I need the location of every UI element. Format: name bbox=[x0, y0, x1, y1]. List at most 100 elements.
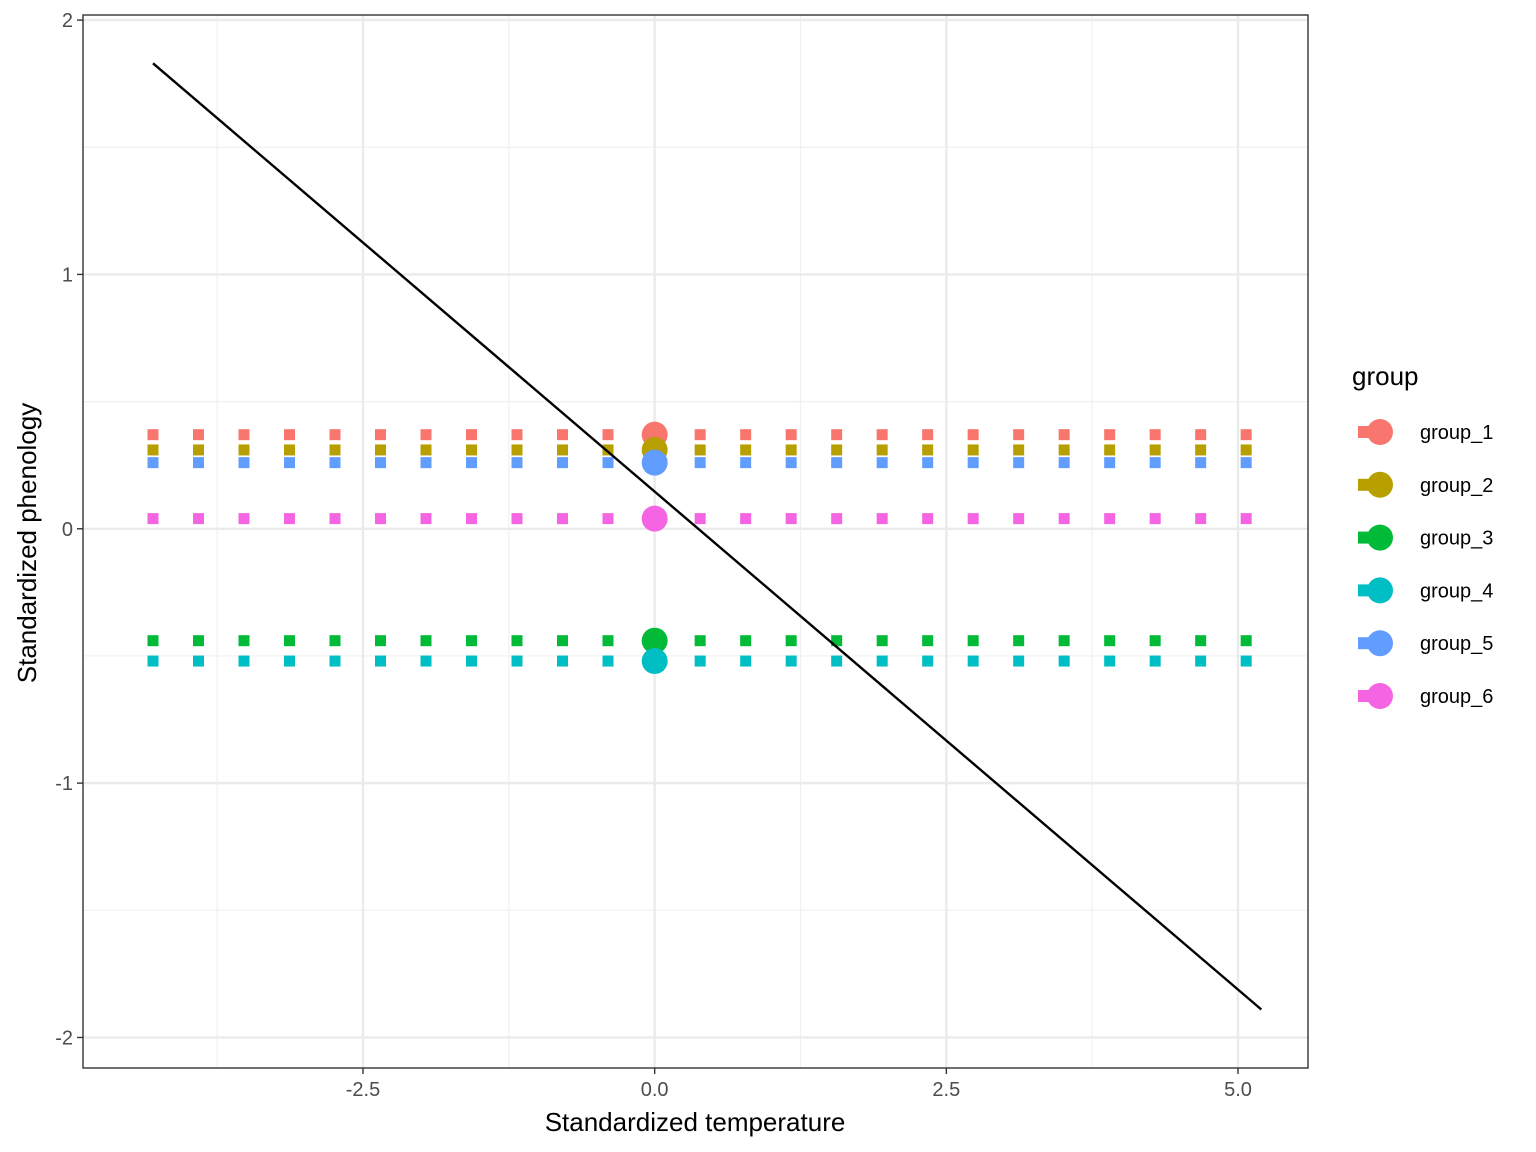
data-point-group_1 bbox=[147, 429, 159, 441]
data-point-group_2 bbox=[1195, 444, 1207, 456]
data-point-group_6 bbox=[1195, 513, 1207, 525]
data-point-group_2 bbox=[375, 444, 386, 456]
data-point-group_3 bbox=[147, 635, 159, 647]
data-point-group_4 bbox=[557, 655, 568, 667]
data-point-group_2 bbox=[922, 444, 934, 456]
data-point-group_5 bbox=[147, 457, 159, 469]
series-group_3 bbox=[147, 635, 1252, 647]
group-center-group_4 bbox=[641, 648, 668, 675]
x-tick-label: 2.5 bbox=[932, 1079, 960, 1101]
data-point-group_1 bbox=[602, 429, 614, 441]
data-point-group_3 bbox=[785, 635, 797, 647]
data-point-group_4 bbox=[922, 655, 934, 667]
legend-item-group_6: group_6 bbox=[1358, 683, 1493, 709]
data-point-group_5 bbox=[831, 457, 843, 469]
data-point-group_1 bbox=[694, 429, 706, 441]
data-point-group_4 bbox=[602, 655, 614, 667]
data-point-group_6 bbox=[602, 513, 614, 525]
data-point-group_2 bbox=[284, 444, 295, 456]
panel-background bbox=[83, 15, 1308, 1068]
data-point-group_3 bbox=[1013, 635, 1025, 647]
data-point-group_2 bbox=[831, 444, 843, 456]
data-point-group_4 bbox=[785, 655, 797, 667]
data-point-group_4 bbox=[284, 655, 295, 667]
data-point-group_1 bbox=[831, 429, 843, 441]
axes: -2.5 0.0 2.5 5.0 -2 -1 0 1 2 bbox=[55, 10, 1309, 1101]
data-point-group_1 bbox=[876, 429, 888, 441]
data-point-group_2 bbox=[1058, 444, 1070, 456]
legend-item-group_5: group_5 bbox=[1358, 630, 1493, 657]
series-group_2 bbox=[147, 444, 1252, 456]
data-point-group_1 bbox=[193, 429, 204, 441]
data-point-group_6 bbox=[831, 513, 843, 525]
data-point-group_1 bbox=[557, 429, 568, 441]
data-point-group_1 bbox=[1104, 429, 1116, 441]
data-point-group_4 bbox=[831, 655, 843, 667]
legend-label: group_6 bbox=[1420, 686, 1493, 708]
data-point-group_6 bbox=[238, 513, 250, 525]
data-point-group_4 bbox=[1058, 655, 1070, 667]
data-point-group_1 bbox=[1013, 429, 1025, 441]
group-center-group_3 bbox=[641, 627, 668, 654]
data-point-group_6 bbox=[193, 513, 204, 525]
data-point-group_1 bbox=[238, 429, 250, 441]
data-point-group_4 bbox=[694, 655, 706, 667]
data-point-group_6 bbox=[147, 513, 159, 525]
y-tick-label: -1 bbox=[55, 773, 73, 795]
data-point-group_5 bbox=[557, 457, 568, 469]
data-point-group_3 bbox=[511, 635, 523, 647]
legend-label: group_1 bbox=[1420, 422, 1493, 444]
legend-key-circle bbox=[1367, 419, 1393, 445]
data-point-group_1 bbox=[329, 429, 341, 441]
data-point-group_1 bbox=[740, 429, 752, 441]
data-point-group_5 bbox=[740, 457, 752, 469]
data-point-group_3 bbox=[1240, 635, 1252, 647]
data-point-group_1 bbox=[466, 429, 477, 441]
data-point-group_3 bbox=[1104, 635, 1116, 647]
data-point-group_4 bbox=[193, 655, 204, 667]
data-point-group_6 bbox=[466, 513, 477, 525]
legend-key-circle bbox=[1367, 471, 1393, 498]
data-point-group_1 bbox=[1149, 429, 1161, 441]
data-point-group_5 bbox=[238, 457, 250, 469]
data-point-group_4 bbox=[511, 655, 523, 667]
legend-label: group_4 bbox=[1420, 580, 1493, 602]
data-point-group_5 bbox=[193, 457, 204, 469]
data-point-group_5 bbox=[1104, 457, 1116, 469]
y-tick-label: -2 bbox=[55, 1027, 73, 1049]
legend-key-circle bbox=[1367, 683, 1393, 709]
data-point-group_4 bbox=[1149, 655, 1161, 667]
data-point-group_2 bbox=[1104, 444, 1116, 456]
data-point-group_5 bbox=[511, 457, 523, 469]
data-point-group_6 bbox=[694, 513, 706, 525]
data-point-group_3 bbox=[557, 635, 568, 647]
data-point-group_4 bbox=[375, 655, 386, 667]
data-point-group_1 bbox=[375, 429, 386, 441]
data-point-group_2 bbox=[420, 444, 432, 456]
data-point-group_1 bbox=[1195, 429, 1207, 441]
data-point-group_2 bbox=[740, 444, 752, 456]
plot-area bbox=[83, 15, 1308, 1068]
data-point-group_5 bbox=[375, 457, 386, 469]
data-point-group_2 bbox=[238, 444, 250, 456]
data-point-group_4 bbox=[876, 655, 888, 667]
legend: group group_1group_2group_3group_4group_… bbox=[1352, 361, 1493, 709]
data-point-group_3 bbox=[375, 635, 386, 647]
data-point-group_2 bbox=[967, 444, 979, 456]
data-point-group_6 bbox=[284, 513, 295, 525]
data-point-group_6 bbox=[785, 513, 797, 525]
data-point-group_3 bbox=[967, 635, 979, 647]
data-point-group_2 bbox=[876, 444, 888, 456]
data-point-group_2 bbox=[329, 444, 341, 456]
data-point-group_5 bbox=[329, 457, 341, 469]
data-point-group_1 bbox=[511, 429, 523, 441]
data-point-group_4 bbox=[967, 655, 979, 667]
y-tick-label: 1 bbox=[62, 264, 73, 286]
data-point-group_1 bbox=[967, 429, 979, 441]
data-point-group_6 bbox=[1058, 513, 1070, 525]
data-point-group_3 bbox=[922, 635, 934, 647]
data-point-group_4 bbox=[740, 655, 752, 667]
data-point-group_3 bbox=[831, 635, 843, 647]
data-point-group_4 bbox=[1104, 655, 1116, 667]
